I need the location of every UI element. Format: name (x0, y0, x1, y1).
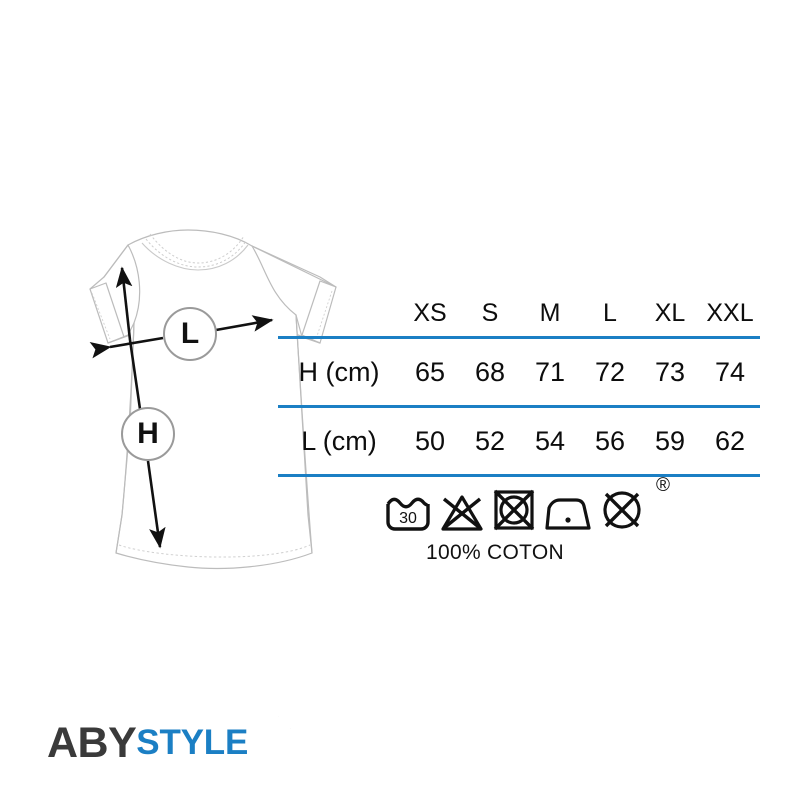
height-value-xl: 73 (640, 337, 700, 408)
height-value-s: 68 (460, 337, 520, 408)
size-header-m: M (520, 290, 580, 339)
size-header-xl: XL (640, 290, 700, 339)
width-value-xl: 59 (640, 406, 700, 477)
care-symbol-row: 30 (380, 476, 670, 532)
fabric-composition-label: 100% COTON (426, 541, 564, 564)
table-row: L (cm) 50 52 54 56 59 62 (278, 406, 760, 477)
do-not-bleach-icon (441, 495, 483, 531)
brand-logo-card (33, 716, 291, 770)
size-header-xxl: XXL (700, 290, 760, 339)
do-not-dry-clean-icon (603, 491, 641, 529)
height-measure-badge: H (121, 407, 175, 461)
registered-trademark-icon: ® (656, 475, 670, 496)
wash-30-icon: 30 (386, 497, 430, 531)
size-table-element: XS S M L XL XXL H (cm) 65 68 71 72 73 74 (278, 290, 760, 477)
width-measure-label: L (180, 317, 200, 350)
brand-logo: ABY STYLE (33, 716, 291, 770)
brand-name-secondary: STYLE (136, 723, 249, 762)
care-instructions: 30 (380, 476, 670, 565)
height-value-xs: 65 (400, 337, 460, 408)
row-label-width: L (cm) (278, 406, 400, 477)
height-value-l: 72 (580, 337, 640, 408)
width-value-m: 54 (520, 406, 580, 477)
table-row: H (cm) 65 68 71 72 73 74 (278, 337, 760, 408)
iron-low-heat-icon (545, 498, 591, 530)
wash-temperature-label: 30 (399, 510, 417, 527)
width-value-xxl: 62 (700, 406, 760, 477)
height-value-m: 71 (520, 337, 580, 408)
width-value-s: 52 (460, 406, 520, 477)
size-header-xs: XS (400, 290, 460, 339)
row-label-height: H (cm) (278, 337, 400, 408)
brand-name-primary: ABY (47, 718, 137, 767)
width-measure-badge: L (163, 307, 217, 361)
row-label-header (278, 290, 400, 339)
brand-logo-text: ABY STYLE (47, 716, 248, 770)
size-header-l: L (580, 290, 640, 339)
height-measure-label: H (137, 417, 159, 450)
width-value-xs: 50 (400, 406, 460, 477)
size-header-s: S (460, 290, 520, 339)
table-header-row: XS S M L XL XXL (278, 290, 760, 339)
width-value-l: 56 (580, 406, 640, 477)
size-chart-table: XS S M L XL XXL H (cm) 65 68 71 72 73 74 (278, 290, 760, 477)
height-value-xxl: 74 (700, 337, 760, 408)
do-not-tumble-dry-icon (493, 489, 535, 531)
